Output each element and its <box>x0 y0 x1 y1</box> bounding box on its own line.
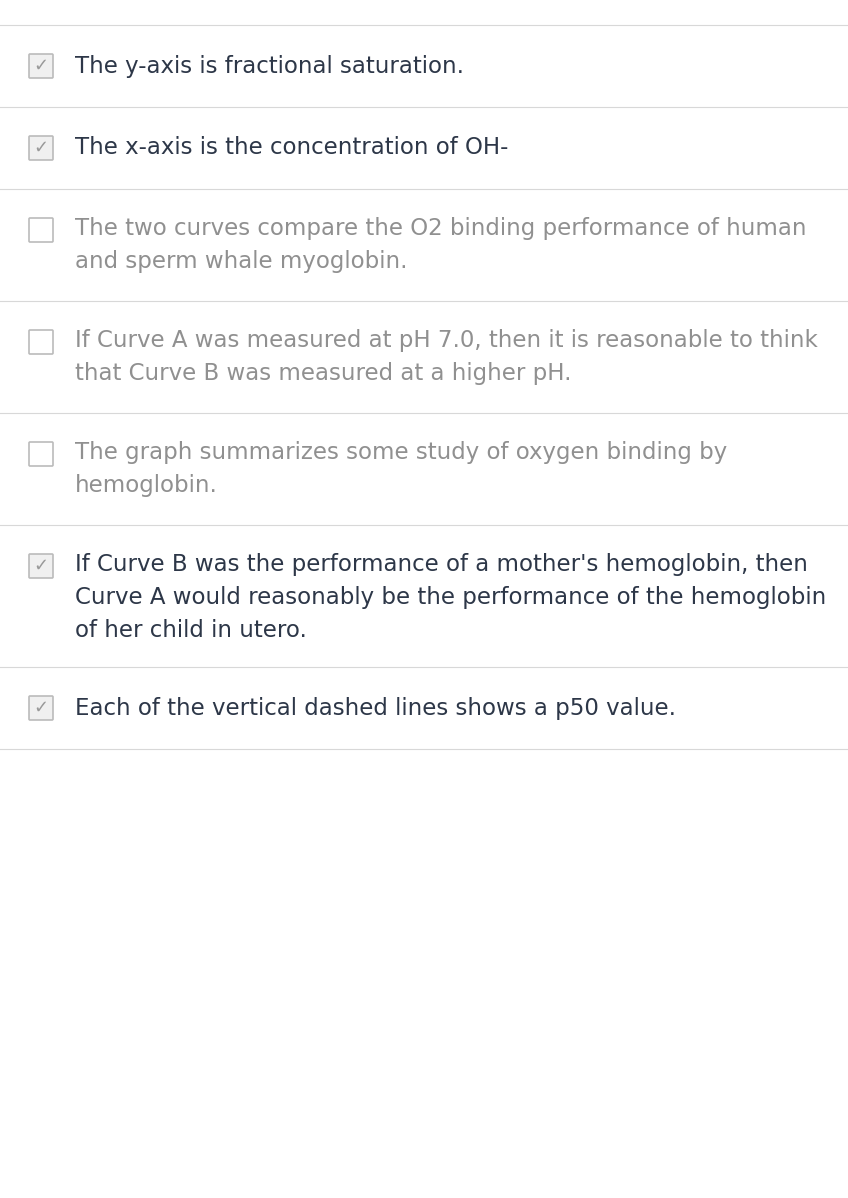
FancyBboxPatch shape <box>29 137 53 161</box>
Text: ✓: ✓ <box>33 139 48 157</box>
FancyBboxPatch shape <box>29 442 53 466</box>
Text: ✓: ✓ <box>33 698 48 716</box>
Text: The graph summarizes some study of oxygen binding by
hemoglobin.: The graph summarizes some study of oxyge… <box>75 441 728 497</box>
FancyBboxPatch shape <box>29 696 53 720</box>
Text: The x-axis is the concentration of OH-: The x-axis is the concentration of OH- <box>75 137 508 159</box>
FancyBboxPatch shape <box>29 329 53 353</box>
FancyBboxPatch shape <box>29 553 53 577</box>
Text: ✓: ✓ <box>33 557 48 575</box>
FancyBboxPatch shape <box>29 54 53 78</box>
Text: The y-axis is fractional saturation.: The y-axis is fractional saturation. <box>75 54 464 78</box>
Text: If Curve A was measured at pH 7.0, then it is reasonable to think
that Curve B w: If Curve A was measured at pH 7.0, then … <box>75 329 817 385</box>
Text: ✓: ✓ <box>33 58 48 75</box>
Text: The two curves compare the O2 binding performance of human
and sperm whale myogl: The two curves compare the O2 binding pe… <box>75 217 806 273</box>
FancyBboxPatch shape <box>29 218 53 242</box>
Text: If Curve B was the performance of a mother's hemoglobin, then
Curve A would reas: If Curve B was the performance of a moth… <box>75 553 826 642</box>
Text: Each of the vertical dashed lines shows a p50 value.: Each of the vertical dashed lines shows … <box>75 696 676 720</box>
